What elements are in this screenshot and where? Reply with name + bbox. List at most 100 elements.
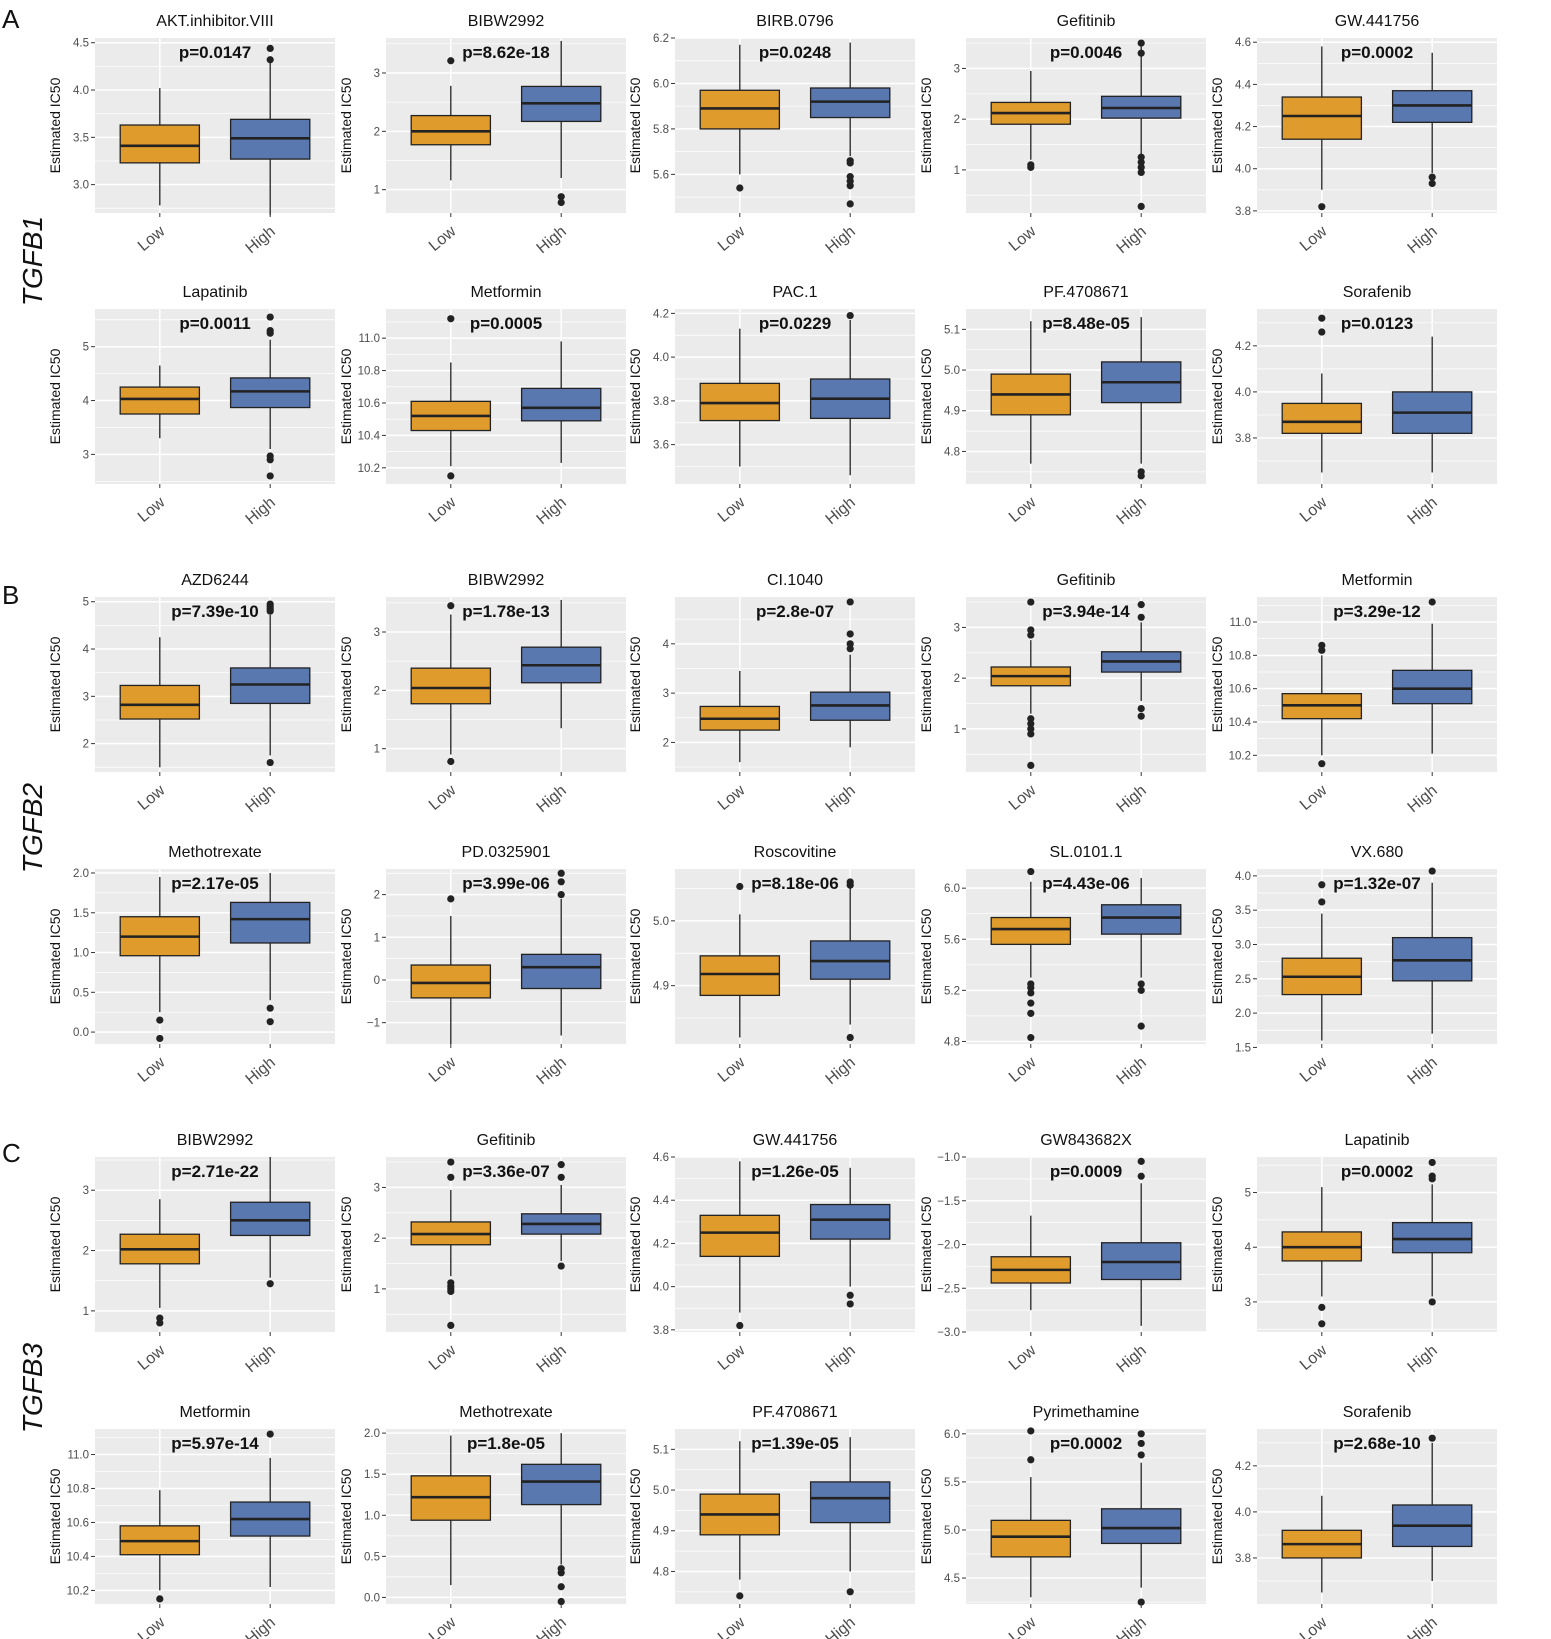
x-category-label: Low [715, 782, 749, 814]
iqr-box [520, 1463, 602, 1506]
y-tick-label: 4 [83, 396, 90, 408]
outlier-point [266, 44, 274, 53]
panel-letter-c: C [2, 1138, 21, 1168]
outlier-point [156, 1314, 164, 1322]
x-category-label: High [1114, 1614, 1150, 1639]
outlier-point [1137, 1598, 1145, 1606]
box-low [699, 44, 781, 192]
p-value-label: p=3.36e-07 [462, 1162, 549, 1181]
plot-title: Roscovitine [754, 844, 837, 861]
boxplot-c-3: 3.8 4.0 4.2 4.4 4.6 Estimated IC50 GW.441756 Lo… [627, 1132, 915, 1376]
outlier-point [1027, 989, 1035, 997]
x-category-label: High [1405, 1614, 1441, 1639]
p-value-label: p=0.0009 [1050, 1162, 1122, 1181]
x-category-label: High [1405, 494, 1441, 528]
box-low [699, 1161, 781, 1330]
outlier-point [1027, 867, 1035, 876]
outlier-point [1318, 1303, 1326, 1311]
y-tick-label: 6.0 [944, 883, 960, 895]
y-axis-label: Estimated IC50 [338, 908, 354, 1004]
plot-title: GW.441756 [1335, 13, 1420, 30]
boxplot-c-7: 0.0 0.5 1.0 1.5 2.0 Estimated IC50 Methotrexat… [338, 1404, 626, 1639]
outlier-point [846, 157, 854, 165]
y-axis-label: Estimated IC50 [47, 1196, 63, 1292]
y-axis-label: Estimated IC50 [627, 348, 643, 444]
boxplot-b-10: 1.5 2.0 2.5 3.0 3.5 4.0 Estimated IC50 VX.680 Lo… [1209, 844, 1497, 1088]
x-category-label: High [823, 1614, 859, 1639]
y-tick-label: 4.2 [1235, 1461, 1251, 1473]
box-low [119, 1199, 201, 1327]
p-value-label: p=5.97e-14 [171, 1434, 259, 1453]
y-tick-label: 3.8 [653, 1325, 669, 1337]
outlier-point [1318, 203, 1326, 211]
box-low [410, 1158, 492, 1330]
boxplot-a-6: 3 4 5 Estimated IC50 Lapatinib Low High p=0.001… [47, 284, 335, 528]
x-category-label: Low [1006, 1614, 1040, 1639]
iqr-box [410, 964, 492, 999]
y-tick-label: −3.0 [937, 1327, 960, 1339]
plot-title: Gefitinib [1057, 13, 1116, 30]
y-tick-label: 3 [374, 1182, 380, 1194]
p-value-label: p=0.0002 [1341, 1162, 1413, 1181]
y-tick-label: 5.0 [653, 1485, 669, 1497]
outlier-point [736, 1592, 744, 1600]
x-category-label: High [534, 1342, 570, 1376]
outlier-point [1137, 202, 1145, 211]
x-category-label: High [1405, 223, 1441, 257]
boxplot-b-7: −1 0 1 2 Estimated IC50 PD.0325901 Low High p=3.… [338, 844, 626, 1088]
y-tick-label: 2 [83, 739, 89, 751]
y-tick-label: 4.0 [1235, 871, 1251, 883]
outlier-point [266, 1430, 274, 1438]
outlier-point [156, 1034, 164, 1043]
plot-title: Pyrimethamine [1033, 1404, 1140, 1421]
box-high [520, 1433, 602, 1606]
box-high [1391, 52, 1473, 188]
outlier-point [156, 1016, 164, 1024]
box-low [1281, 1187, 1363, 1328]
y-tick-label: 0.0 [73, 1027, 89, 1039]
y-tick-label: −2.0 [937, 1240, 960, 1252]
outlier-point [557, 878, 565, 886]
y-tick-label: 10.4 [1229, 717, 1252, 729]
outlier-point [1027, 1456, 1035, 1464]
x-category-label: High [823, 223, 859, 257]
outlier-point [447, 895, 455, 903]
y-axis-label: Estimated IC50 [627, 77, 643, 173]
outlier-point [1027, 1427, 1035, 1435]
y-tick-label: 10.4 [67, 1551, 90, 1563]
iqr-box [520, 953, 602, 990]
outlier-point [1137, 601, 1145, 609]
y-tick-label: 3.5 [73, 132, 89, 144]
outlier-point [1137, 704, 1145, 713]
box-low [1281, 46, 1363, 211]
y-axis-label: Estimated IC50 [47, 908, 63, 1004]
x-category-label: High [534, 1054, 570, 1088]
y-tick-label: 10.2 [358, 463, 380, 475]
plot-title: PF.4708671 [752, 1404, 838, 1421]
box-low [119, 637, 201, 768]
x-category-label: Low [135, 494, 169, 526]
outlier-point [1428, 867, 1436, 875]
p-value-label: p=7.39e-10 [171, 602, 258, 621]
x-category-label: Low [135, 1342, 169, 1374]
box-high [229, 1430, 311, 1588]
outlier-point [266, 56, 274, 64]
box-high [229, 1157, 311, 1288]
x-category-label: Low [426, 223, 460, 255]
box-high [1100, 1157, 1182, 1326]
y-tick-label: 4.9 [653, 981, 669, 993]
y-tick-label: 1 [83, 1306, 89, 1318]
outlier-point [1428, 1434, 1436, 1442]
box-high [520, 869, 602, 1036]
box-low [990, 867, 1072, 1042]
y-tick-label: 4.5 [944, 1573, 960, 1585]
box-high [1100, 317, 1182, 480]
box-high [520, 599, 602, 729]
y-tick-label: 4.8 [944, 446, 960, 458]
outlier-point [1318, 1320, 1326, 1328]
x-category-label: High [534, 494, 570, 528]
y-axis-label: Estimated IC50 [627, 1468, 643, 1564]
outlier-point [1137, 468, 1145, 476]
x-category-label: High [243, 782, 279, 816]
x-category-label: Low [1006, 1342, 1040, 1374]
